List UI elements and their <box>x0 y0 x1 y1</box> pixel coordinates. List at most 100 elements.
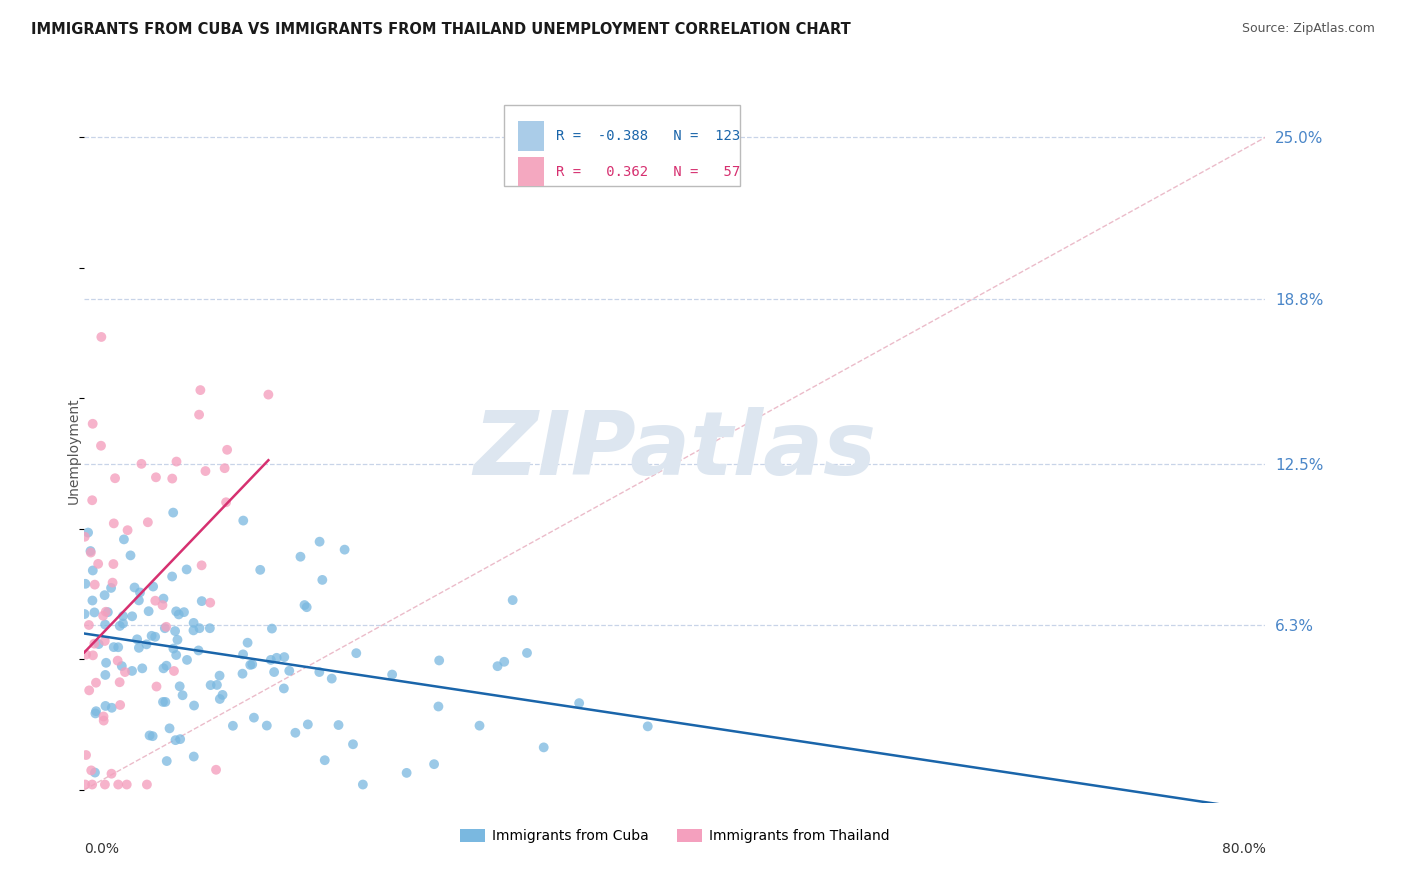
Point <box>152 591 174 606</box>
Point <box>295 600 318 615</box>
Point <box>93 714 115 728</box>
Point <box>111 659 134 673</box>
Point <box>314 753 336 767</box>
Text: 80.0%: 80.0% <box>1222 841 1265 855</box>
Point <box>135 778 157 792</box>
Point <box>494 655 516 669</box>
Point <box>344 646 367 660</box>
Point <box>427 699 450 714</box>
Point <box>308 534 330 549</box>
Point <box>97 605 120 619</box>
Point <box>94 605 117 619</box>
Point <box>143 630 166 644</box>
Point <box>152 598 174 612</box>
Point <box>103 516 125 531</box>
Point <box>80 545 103 559</box>
Point <box>112 533 135 547</box>
Text: ZIPatlas: ZIPatlas <box>474 407 876 494</box>
Point <box>260 653 283 667</box>
Point <box>135 637 157 651</box>
Point <box>183 749 205 764</box>
Point <box>83 577 105 591</box>
Point <box>183 615 205 630</box>
Point <box>205 678 228 692</box>
Text: IMMIGRANTS FROM CUBA VS IMMIGRANTS FROM THAILAND UNEMPLOYMENT CORRELATION CHART: IMMIGRANTS FROM CUBA VS IMMIGRANTS FROM … <box>31 22 851 37</box>
Point <box>249 563 271 577</box>
Point <box>333 542 356 557</box>
Point <box>79 544 101 558</box>
Point <box>159 722 181 736</box>
Point <box>94 778 117 792</box>
Point <box>142 729 165 743</box>
Point <box>138 728 160 742</box>
Point <box>257 387 280 401</box>
Point <box>87 557 110 571</box>
Point <box>200 596 222 610</box>
Point <box>101 700 124 714</box>
Point <box>217 442 239 457</box>
Point <box>90 330 112 344</box>
FancyBboxPatch shape <box>503 105 740 186</box>
Point <box>183 698 205 713</box>
Point <box>121 609 143 624</box>
Text: 0.0%: 0.0% <box>84 841 120 855</box>
Point <box>294 598 316 612</box>
Point <box>198 621 221 635</box>
Point <box>82 648 104 663</box>
Point <box>395 765 418 780</box>
Point <box>124 581 146 595</box>
Point <box>290 549 312 564</box>
Point <box>256 718 278 732</box>
Point <box>117 523 139 537</box>
Point <box>75 648 97 662</box>
Point <box>82 493 104 508</box>
Point <box>94 698 117 713</box>
Point <box>145 680 167 694</box>
Point <box>169 679 191 693</box>
Point <box>155 695 177 709</box>
Point <box>239 657 262 672</box>
Point <box>145 470 167 484</box>
Point <box>468 719 491 733</box>
Point <box>165 624 187 638</box>
Point <box>214 461 236 475</box>
Point <box>278 664 301 678</box>
Point <box>427 653 450 667</box>
Y-axis label: Unemployment: Unemployment <box>67 397 82 504</box>
Point <box>77 525 100 540</box>
Point <box>101 575 124 590</box>
Point <box>188 621 211 635</box>
Point <box>131 661 153 675</box>
Point <box>155 658 177 673</box>
Point <box>381 667 404 681</box>
Point <box>128 640 150 655</box>
Point <box>94 617 117 632</box>
Point <box>183 624 205 638</box>
Point <box>243 711 266 725</box>
Point <box>423 757 446 772</box>
Point <box>107 640 129 655</box>
Point <box>266 650 288 665</box>
Point <box>160 569 183 583</box>
Point <box>90 439 112 453</box>
Point <box>352 778 374 792</box>
Point <box>84 765 107 780</box>
Point <box>152 661 174 675</box>
Point <box>167 607 190 622</box>
Text: Source: ZipAtlas.com: Source: ZipAtlas.com <box>1241 22 1375 36</box>
Point <box>83 637 105 651</box>
Point <box>82 778 104 792</box>
Point <box>75 576 97 591</box>
Point <box>141 629 163 643</box>
Point <box>176 653 198 667</box>
Point <box>91 608 114 623</box>
Point <box>194 464 217 478</box>
Point <box>82 564 104 578</box>
Point <box>273 650 295 665</box>
Point <box>190 594 212 608</box>
Point <box>121 664 143 678</box>
Point <box>166 632 188 647</box>
Point <box>172 688 194 702</box>
Point <box>128 593 150 607</box>
Point <box>637 719 659 733</box>
